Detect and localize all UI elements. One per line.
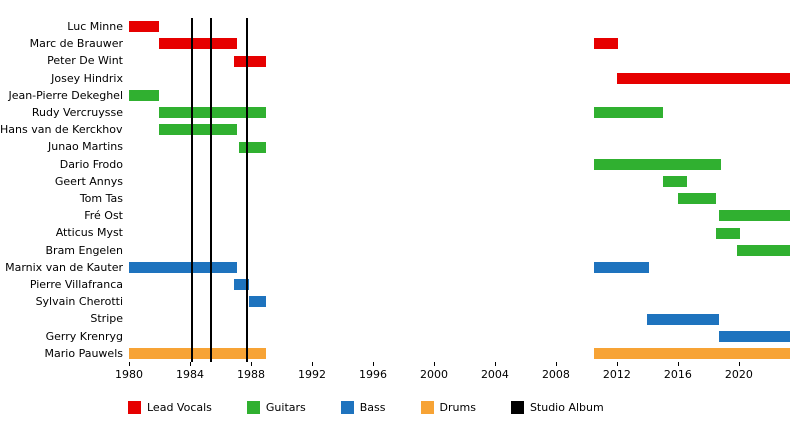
member-label: Gerry Krenryg [45,329,123,343]
x-axis-tick-label: 1984 [175,368,204,381]
timeline-bar [129,89,160,101]
member-label: Tom Tas [79,192,123,205]
member-label: Atticus Myst [55,226,123,240]
timeline-bar [129,21,160,33]
timeline-bar [159,107,267,119]
x-axis-tick [433,362,435,366]
member-label: Sylvain Cherotti [35,295,123,309]
member-label: Hans van de Kerckhove [0,123,123,137]
x-axis-tick [129,362,130,366]
timeline-bar [129,347,267,359]
timeline-bar [238,141,267,153]
member-label: Marc de Brauwer [29,37,123,51]
legend-color-swatch-icon [340,401,354,414]
member-label: Stripe [90,312,123,326]
x-axis-tick [555,362,557,366]
x-axis-tick-label: 2016 [663,368,692,381]
timeline-bar [594,107,663,119]
legend-color-swatch-icon [510,401,524,414]
timeline-bar [234,55,267,67]
x-axis-tick-label: 2020 [724,368,753,381]
timeline-bar [616,72,790,84]
timeline-bar [594,347,790,359]
x-axis-tick [372,362,374,366]
x-axis-tick [250,362,252,366]
legend-color-swatch-icon [420,401,434,414]
legend-item: Guitars [246,401,306,414]
x-axis-tick-label: 1996 [358,368,387,381]
x-axis-tick [494,362,496,366]
x-axis-tick [677,362,679,366]
member-label: Geert Annys [54,174,123,188]
member-label: Junao Martins [48,140,123,154]
x-axis-tick [738,362,740,366]
member-label: Josey Hindrix [51,71,123,85]
legend-item: Bass [340,401,386,414]
album-release-line [246,18,249,362]
album-release-line [209,18,212,362]
x-axis-tick-label: 2004 [480,368,509,381]
x-axis-tick-label: 2008 [541,368,570,381]
member-label: Marnix van de Kauter [5,260,123,274]
legend-color-swatch-icon [128,401,141,414]
legend-color-swatch-icon [246,401,260,414]
x-axis-tick [311,362,313,366]
timeline-bar [129,261,238,273]
x-axis-tick-label: 1992 [297,368,326,381]
timeline-bar [719,210,790,222]
timeline-bar [249,296,267,308]
x-axis-tick [616,362,618,366]
member-label: Dario Frodo [59,157,123,171]
member-label: Jean-Pierre Dekeghel [8,88,123,102]
member-label: Mario Pauwels [44,346,123,360]
x-axis-tick-label: 1980 [115,368,143,381]
timeline-bar [234,279,250,291]
timeline-bar [677,193,717,205]
legend: Lead Vocals Guitars Bass Drums Studio Album [128,401,604,414]
legend-label: Studio Album [529,401,604,414]
x-axis-tick [189,362,191,366]
timeline-bar [594,38,618,50]
timeline-bar [594,261,649,273]
timeline-bar [159,124,238,136]
timeline-bar [159,38,238,50]
legend-label: Bass [359,401,386,414]
member-label: Peter De Wint [47,54,123,68]
timeline-bar [737,244,790,256]
legend-label: Guitars [265,401,306,414]
x-axis-tick-label: 1988 [236,368,265,381]
legend-label: Lead Vocals [147,401,212,414]
timeline-bar [647,313,720,325]
timeline-bar [719,330,790,342]
timeline-bar [594,158,721,170]
x-axis-tick-label: 2000 [419,368,448,381]
member-label: Bram Engelen [45,243,124,257]
legend-item: Studio Album [510,401,604,414]
member-label: Pierre Villafranca [29,278,123,291]
timeline-bar [716,227,740,239]
x-axis-tick-label: 2012 [602,368,631,381]
legend-label: Drums [439,401,476,414]
member-label: Rudy Vercruysse [31,106,123,119]
legend-item: Lead Vocals [128,401,212,414]
timeline-bar [662,175,688,187]
member-label: Luc Minne [67,20,123,33]
legend-item: Drums [420,401,476,414]
album-release-line [191,18,194,362]
member-label: Fré Ost [84,209,123,223]
